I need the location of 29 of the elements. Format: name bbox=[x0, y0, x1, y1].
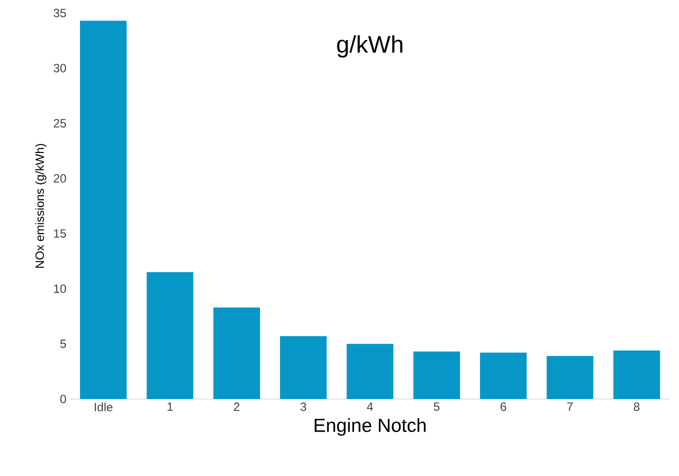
text: g/kWh bbox=[337, 35, 402, 58]
bar bbox=[213, 307, 260, 399]
x-tick-label: 1 bbox=[168, 402, 173, 411]
y-tick-label: 20 bbox=[54, 174, 66, 183]
x-axis-title: Engine Notch bbox=[314, 418, 426, 436]
y-tick-label: 30 bbox=[54, 64, 66, 72]
bar bbox=[613, 350, 660, 399]
x-tick-label: Idle bbox=[94, 402, 112, 412]
bar bbox=[413, 352, 460, 399]
y-tick-label: 10 bbox=[54, 284, 66, 293]
x-tick-label: 7 bbox=[567, 402, 573, 411]
y-tick-label: 25 bbox=[54, 119, 66, 128]
y-tick-label: 35 bbox=[54, 8, 66, 18]
y-tick-label: 5 bbox=[60, 340, 66, 348]
bar bbox=[80, 20, 127, 399]
x-tick-label: 5 bbox=[434, 402, 440, 411]
bar bbox=[280, 336, 327, 399]
x-tick-label: 2 bbox=[234, 402, 240, 411]
x-tick-label: 6 bbox=[500, 402, 506, 411]
x-tick-label: 8 bbox=[634, 402, 640, 411]
y-tick-label: 15 bbox=[54, 229, 66, 238]
y-tick-label: 0 bbox=[60, 394, 66, 404]
x-tick-label: 3 bbox=[300, 402, 306, 411]
x-tick-label: 4 bbox=[366, 402, 373, 411]
bar bbox=[146, 272, 194, 399]
y-axis-title: NOx emissions (g/kWh) bbox=[35, 144, 46, 268]
bar bbox=[346, 344, 394, 399]
bar bbox=[546, 356, 594, 399]
bar bbox=[480, 352, 527, 399]
